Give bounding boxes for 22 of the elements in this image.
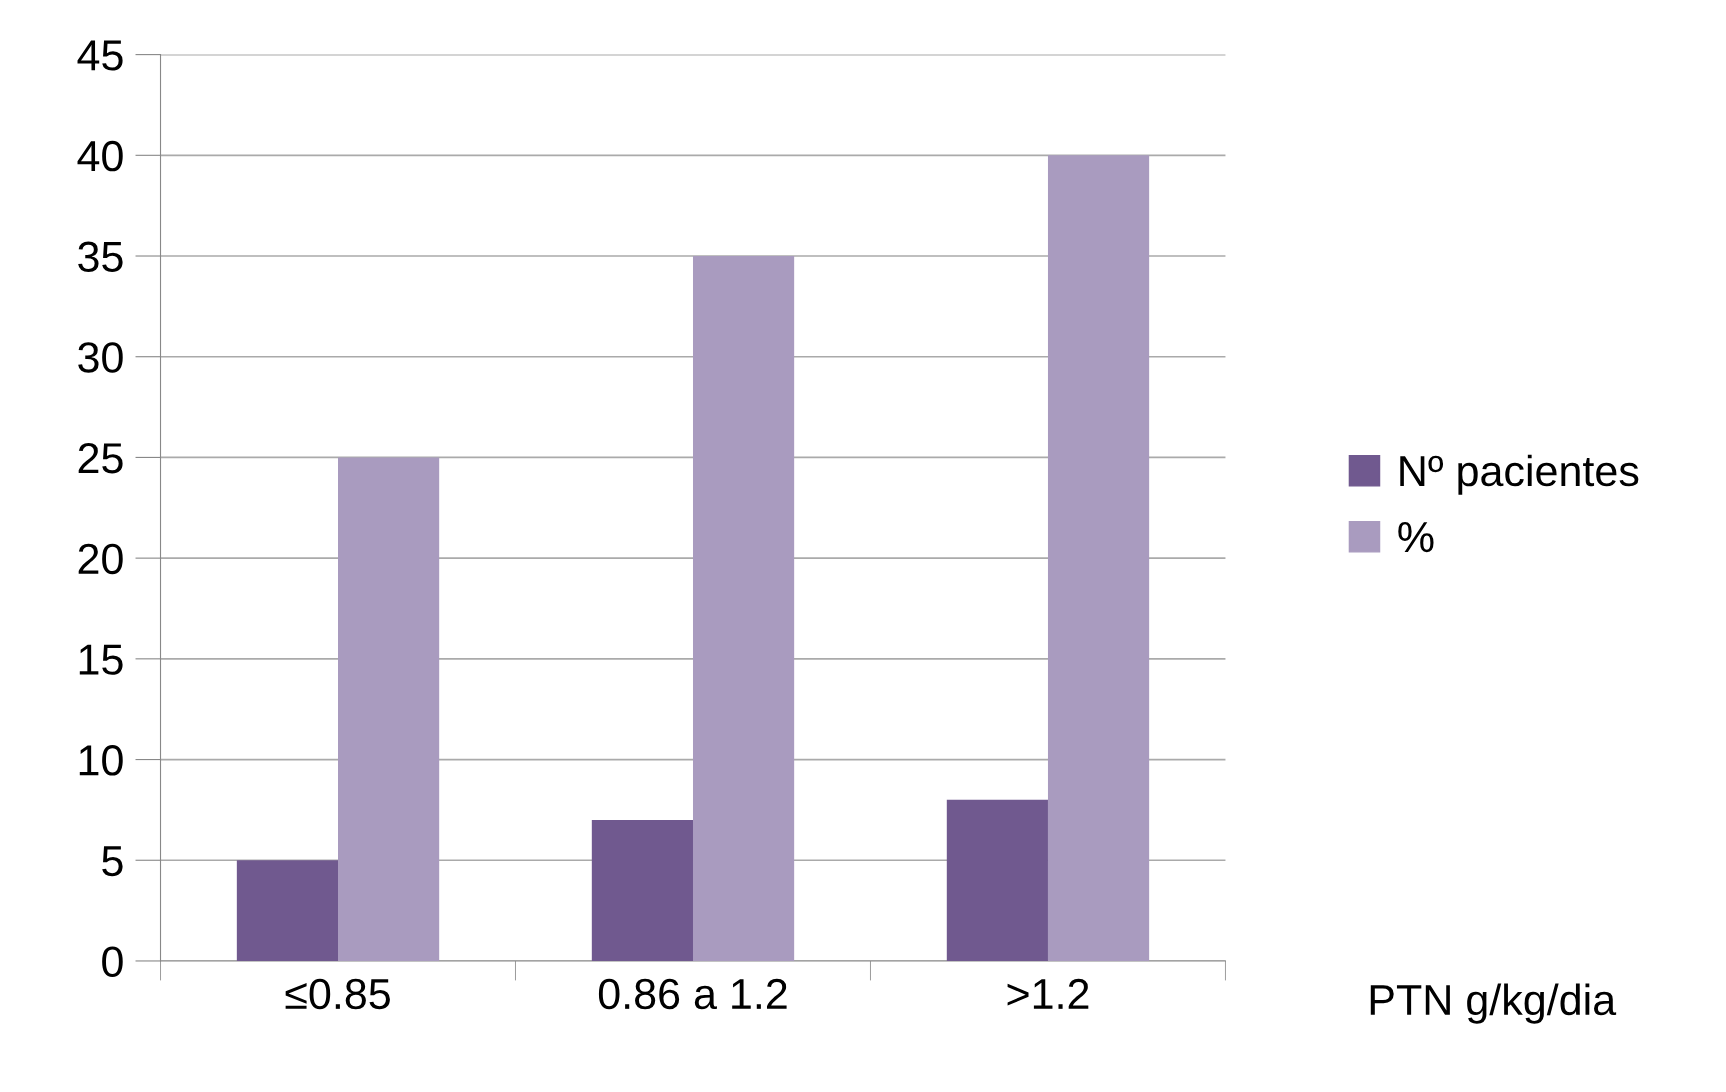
bar [1047, 155, 1150, 961]
bar [338, 457, 440, 961]
x-axis-title: PTN g/kg/dia [1370, 983, 1617, 1024]
y-tick-label: 25 [78, 442, 123, 474]
legend-label: Nº pacientes [1400, 454, 1639, 495]
y-tick-label: 0 [102, 946, 123, 977]
x-tick-label: ≤0.85 [285, 978, 390, 1010]
bar [692, 256, 795, 961]
legend-label: % [1398, 522, 1434, 553]
y-tick-label: 40 [77, 140, 123, 172]
bar [946, 799, 1048, 961]
y-tick-label: 20 [78, 543, 123, 575]
x-tick-label: >1.2 [1007, 978, 1089, 1009]
y-tick-label: 30 [78, 342, 123, 373]
bar [236, 860, 339, 961]
x-tick-label: 0.86 a 1.2 [598, 978, 787, 1010]
bar [591, 819, 693, 961]
y-tick-label: 5 [102, 846, 123, 877]
y-tick-label: 45 [77, 40, 123, 71]
y-tick-label: 15 [79, 644, 123, 675]
y-tick-label: 35 [78, 241, 123, 273]
y-tick-label: 10 [79, 745, 123, 776]
